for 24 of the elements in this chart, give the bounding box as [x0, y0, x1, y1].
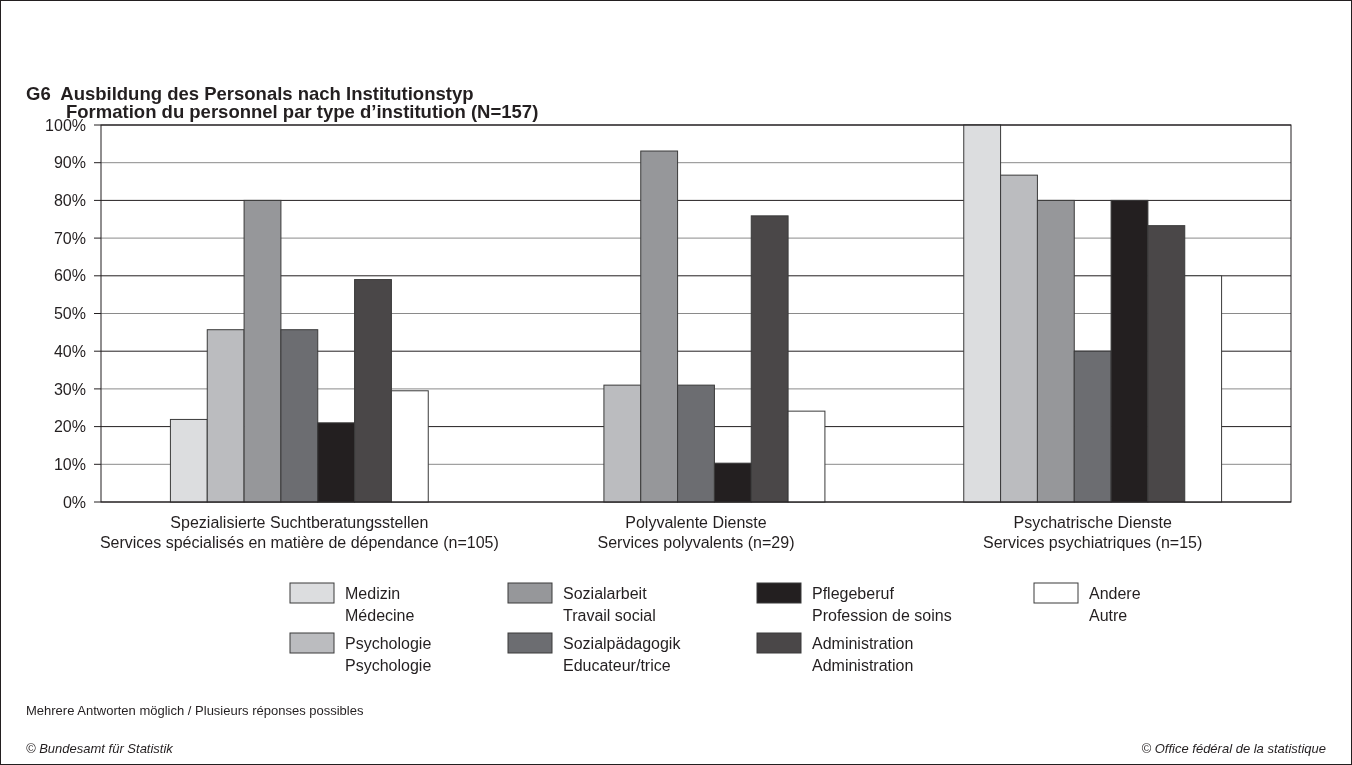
y-tick-label: 10% — [53, 455, 86, 473]
legend-label: Administration Administration — [812, 635, 914, 674]
x-tick-label: Spezialisierte Suchtberatungsstellen Services spécialisés en matière de dépendance (n=105) — [99, 514, 499, 551]
legend-label: Pflegeberuf Profession de soins — [812, 585, 952, 624]
y-tick-label: 60% — [53, 267, 86, 285]
x-tick-label: Polyvalente Dienste Services polyvalents (n=29) — [597, 514, 795, 551]
y-tick-label: 30% — [53, 380, 86, 398]
legend-label: Andere Autre — [1089, 585, 1141, 624]
y-tick-label: 70% — [53, 229, 86, 247]
y-tick-label: 20% — [53, 418, 86, 436]
text: © Office fédéral de la statistique — [1141, 741, 1326, 756]
y-tick-label: 0% — [62, 493, 86, 511]
legend-label: Sozialarbeit Travail social — [563, 585, 656, 624]
text: Mehrere Antworten möglich / Plusieurs réponses possibles — [26, 703, 364, 718]
y-tick-label: 90% — [53, 154, 86, 172]
x-tick-label: Psychatrische Dienste Services psychiatriques (n=15) — [983, 514, 1203, 551]
chart-title: G6 Ausbildung des Personals nach Institutionstyp — [26, 83, 474, 104]
text: © Bundesamt für Statistik — [26, 741, 175, 756]
y-tick-label: 80% — [53, 192, 86, 209]
y-tick-label: 50% — [53, 305, 86, 323]
legend-label: Psychologie Psychologie — [345, 635, 432, 674]
legend-label: Medizin Médecine — [345, 585, 415, 624]
y-tick-label: 40% — [53, 342, 86, 360]
legend-label: Sozialpädagogik Educateur/trice — [563, 635, 682, 674]
